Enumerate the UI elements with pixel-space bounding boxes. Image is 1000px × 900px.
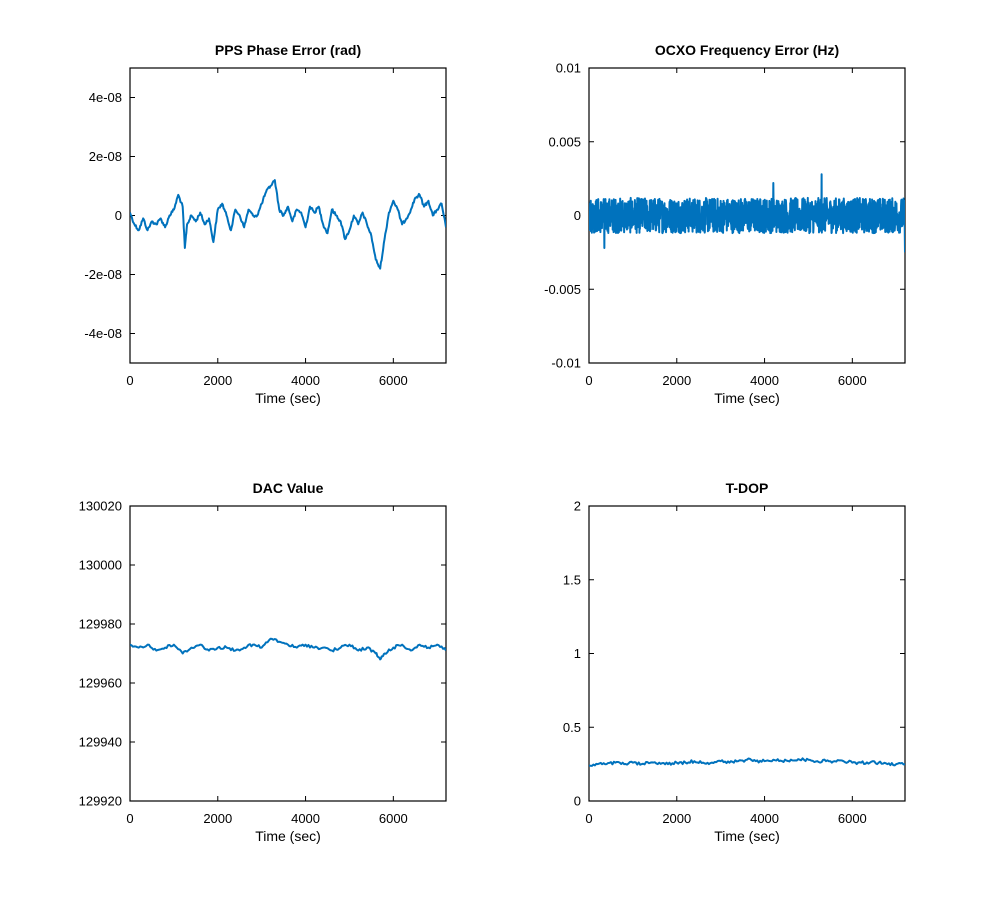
dac-value-ytick-label: 130020 [79, 499, 122, 514]
t-dop-xtick-label: 6000 [838, 811, 867, 826]
pps-phase-error-ytick-label: 4e-08 [89, 90, 122, 105]
dac-value-xtick-label: 0 [126, 811, 133, 826]
pps-phase-error-ytick-label: 2e-08 [89, 149, 122, 164]
ocxo-frequency-error-xtick-label: 0 [585, 373, 592, 388]
pps-phase-error-plot: PPS Phase Error (rad) 0 2000 4000 6000 -4e-08… [84, 42, 447, 406]
pps-phase-error-xtick-label: 4000 [291, 373, 320, 388]
ocxo-frequency-error-ytick-label: 0.01 [556, 61, 581, 76]
dac-value-xtick-label: 4000 [291, 811, 320, 826]
t-dop-ytick-label: 0 [574, 794, 581, 809]
ocxo-frequency-error-xtick-label: 2000 [662, 373, 691, 388]
dac-value-xlabel: Time (sec) [255, 828, 321, 844]
t-dop-xlabel: Time (sec) [714, 828, 780, 844]
dac-value-ytick-label: 129940 [79, 735, 122, 750]
t-dop-xtick-label: 2000 [662, 811, 691, 826]
dac-value-ytick-label: 129960 [79, 676, 122, 691]
dac-value-xtick-label: 2000 [203, 811, 232, 826]
t-dop-title: T-DOP [726, 480, 769, 496]
ocxo-frequency-error-plot: OCXO Frequency Error (Hz) 0 2000 4000 6000 -0… [544, 42, 906, 406]
dac-value-axes-frame [129, 505, 447, 802]
pps-phase-error-xlabel: Time (sec) [255, 390, 321, 406]
t-dop-plot: T-DOP 0 2000 4000 6000 0 0.5 1 1.5 2 Time (sec) [563, 480, 906, 844]
t-dop-ytick-label: 2 [574, 499, 581, 514]
t-dop-xtick-label: 4000 [750, 811, 779, 826]
pps-phase-error-xtick-label: 0 [126, 373, 133, 388]
ocxo-frequency-error-series-line [589, 173, 905, 253]
pps-phase-error-ytick-label: 0 [115, 208, 122, 223]
ocxo-frequency-error-xtick-label: 4000 [750, 373, 779, 388]
ocxo-frequency-error-title: OCXO Frequency Error (Hz) [655, 42, 839, 58]
dac-value-xtick-label: 6000 [379, 811, 408, 826]
t-dop-axes-frame [588, 505, 906, 802]
dac-value-ytick-label: 129980 [79, 617, 122, 632]
ocxo-frequency-error-ytick-label: -0.01 [551, 356, 581, 371]
pps-phase-error-ytick-label: -4e-08 [84, 326, 122, 341]
pps-phase-error-xtick-label: 2000 [203, 373, 232, 388]
dac-value-plot: DAC Value 0 2000 4000 6000 129920 129940 129960… [79, 480, 447, 844]
ocxo-frequency-error-ytick-label: -0.005 [544, 282, 581, 297]
ocxo-frequency-error-ytick-label: 0 [574, 208, 581, 223]
dac-value-series-line [130, 637, 446, 661]
pps-phase-error-ytick-label: -2e-08 [84, 267, 122, 282]
dac-value-title: DAC Value [253, 480, 324, 496]
t-dop-ytick-label: 1.5 [563, 572, 581, 587]
t-dop-ytick-label: 1 [574, 646, 581, 661]
pps-phase-error-title: PPS Phase Error (rad) [215, 42, 361, 58]
ocxo-frequency-error-xtick-label: 6000 [838, 373, 867, 388]
t-dop-xtick-label: 0 [585, 811, 592, 826]
pps-phase-error-series-line [130, 179, 446, 270]
dac-value-ytick-label: 130000 [79, 558, 122, 573]
dac-value-ytick-label: 129920 [79, 794, 122, 809]
ocxo-frequency-error-xlabel: Time (sec) [714, 390, 780, 406]
t-dop-series-line [589, 757, 905, 767]
pps-phase-error-xtick-label: 6000 [379, 373, 408, 388]
ocxo-frequency-error-ytick-label: 0.005 [548, 134, 581, 149]
t-dop-ytick-label: 0.5 [563, 720, 581, 735]
